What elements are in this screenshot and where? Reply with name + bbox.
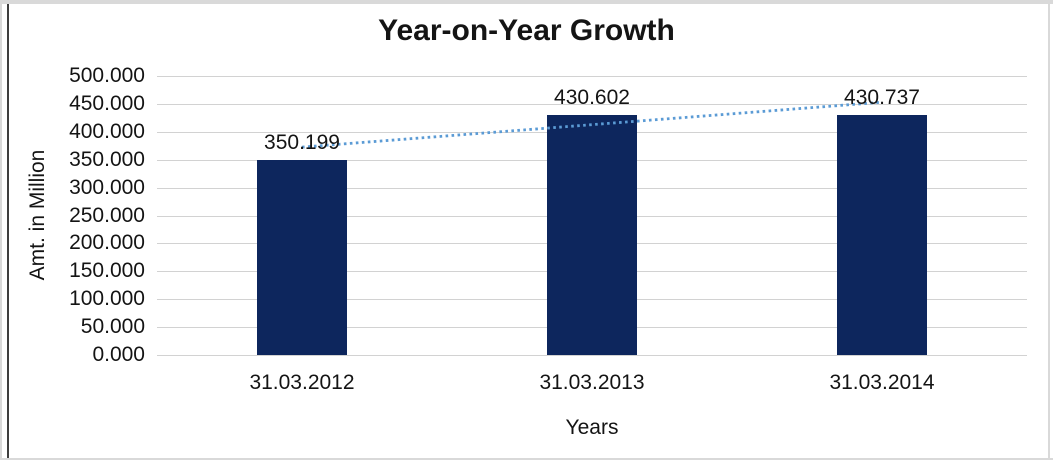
frame-edge-top xyxy=(0,0,1053,4)
gridline xyxy=(157,355,1027,356)
x-tick-label: 31.03.2013 xyxy=(539,371,645,394)
y-tick-label: 400.000 xyxy=(69,120,145,143)
chart-object-border xyxy=(7,4,9,458)
y-tick-label: 50.000 xyxy=(80,315,145,338)
bar-value-label: 430.602 xyxy=(554,85,630,109)
bar-value-label: 350.199 xyxy=(264,130,340,154)
bar xyxy=(547,114,637,355)
y-tick-label: 0.000 xyxy=(92,343,145,366)
frame-edge-left xyxy=(0,0,2,460)
y-tick-label: 300.000 xyxy=(69,176,145,199)
y-tick-label: 250.000 xyxy=(69,204,145,227)
x-tick-label: 31.03.2012 xyxy=(249,371,355,394)
y-tick-label: 500.000 xyxy=(69,64,145,87)
y-tick-label: 100.000 xyxy=(69,287,145,310)
x-axis-title: Years xyxy=(565,416,619,439)
frame-edge-right xyxy=(1048,0,1050,460)
y-tick-label: 450.000 xyxy=(69,92,145,115)
chart-title: Year-on-Year Growth xyxy=(378,14,675,47)
frame-edge-bottom xyxy=(0,458,1053,460)
y-axis-title: Amt. in Million xyxy=(26,149,49,281)
bar xyxy=(837,114,927,355)
gridline xyxy=(157,76,1027,77)
bar xyxy=(257,159,347,355)
x-tick-label: 31.03.2014 xyxy=(829,371,935,394)
y-tick-label: 350.000 xyxy=(69,148,145,171)
y-tick-label: 150.000 xyxy=(69,259,145,282)
y-tick-label: 200.000 xyxy=(69,231,145,254)
bar-value-label: 430.737 xyxy=(844,85,920,109)
